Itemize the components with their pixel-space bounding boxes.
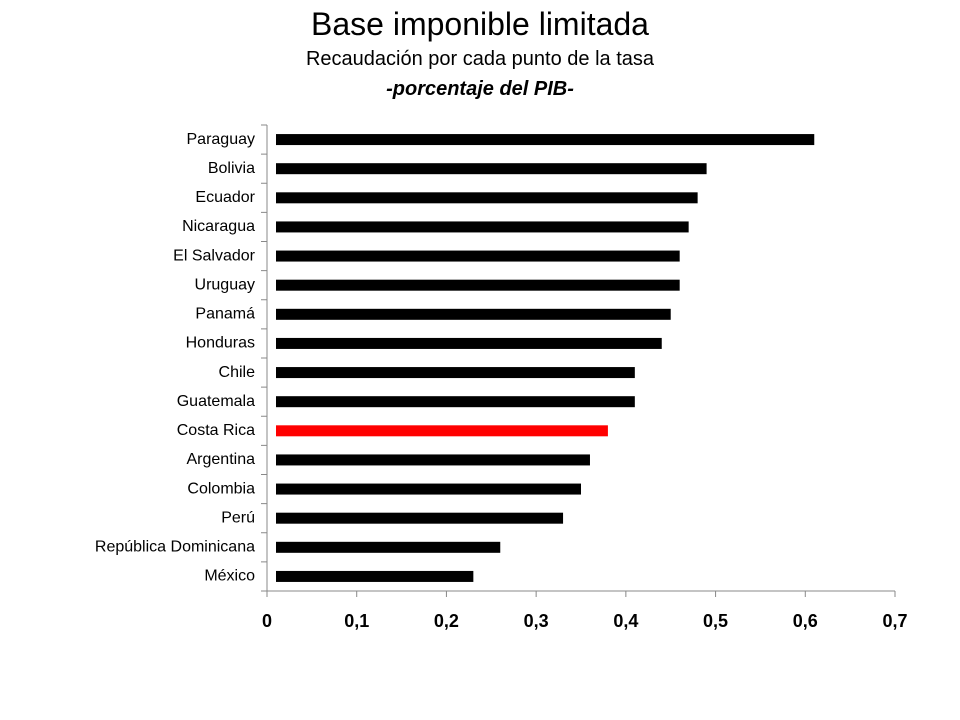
chart-category-labels: Paraguay Bolivia Ecuador Nicaragua El Salvad… [95, 131, 256, 585]
x-tick-label: 0,1 [344, 611, 369, 631]
category-label: Perú [221, 509, 255, 526]
x-tick-label: 0 [262, 611, 272, 631]
bar [276, 483, 581, 495]
bar [276, 425, 608, 437]
chart-title: Base imponible limitada [311, 6, 649, 42]
chart-subtitle: Recaudación por cada punto de la tasa [305, 48, 655, 70]
chart-unit-subtitle: -porcentaje del PIB- [386, 78, 574, 100]
category-label: Nicaragua [182, 218, 255, 235]
chart-axes [261, 124, 895, 592]
category-label: Colombia [187, 480, 255, 497]
bar [276, 192, 698, 204]
category-label: El Salvador [173, 247, 255, 264]
bar [276, 163, 707, 175]
category-label: República Dominicana [95, 539, 255, 556]
x-tick-label: 0,7 [882, 611, 907, 631]
bar [276, 396, 635, 408]
x-tick-label: 0,5 [703, 611, 728, 631]
category-label: Bolivia [208, 160, 255, 177]
category-label: Panamá [195, 306, 255, 323]
bar [276, 454, 590, 466]
chart-bars [276, 134, 815, 582]
bar [276, 134, 815, 146]
bar [276, 337, 662, 349]
bar [276, 221, 689, 233]
bar [276, 570, 474, 582]
category-label: Argentina [187, 451, 256, 468]
category-label: Guatemala [177, 393, 255, 410]
bar [276, 367, 635, 379]
x-tick-label: 0,3 [524, 611, 549, 631]
category-label: Costa Rica [177, 422, 255, 439]
bar [276, 512, 564, 524]
bar [276, 308, 671, 320]
category-label: Paraguay [187, 131, 256, 148]
chart-x-ticks: 0 0,1 0,2 0,3 0,4 0,5 0,6 0,7 [262, 591, 908, 631]
category-label: México [204, 568, 255, 585]
bar [276, 541, 501, 553]
category-label: Chile [219, 364, 256, 381]
bar [276, 250, 680, 262]
category-label: Honduras [186, 335, 255, 352]
bar [276, 279, 680, 291]
category-label: Uruguay [195, 276, 255, 293]
x-tick-label: 0,4 [613, 611, 638, 631]
x-tick-label: 0,6 [793, 611, 818, 631]
category-label: Ecuador [195, 189, 255, 206]
x-tick-label: 0,2 [434, 611, 459, 631]
